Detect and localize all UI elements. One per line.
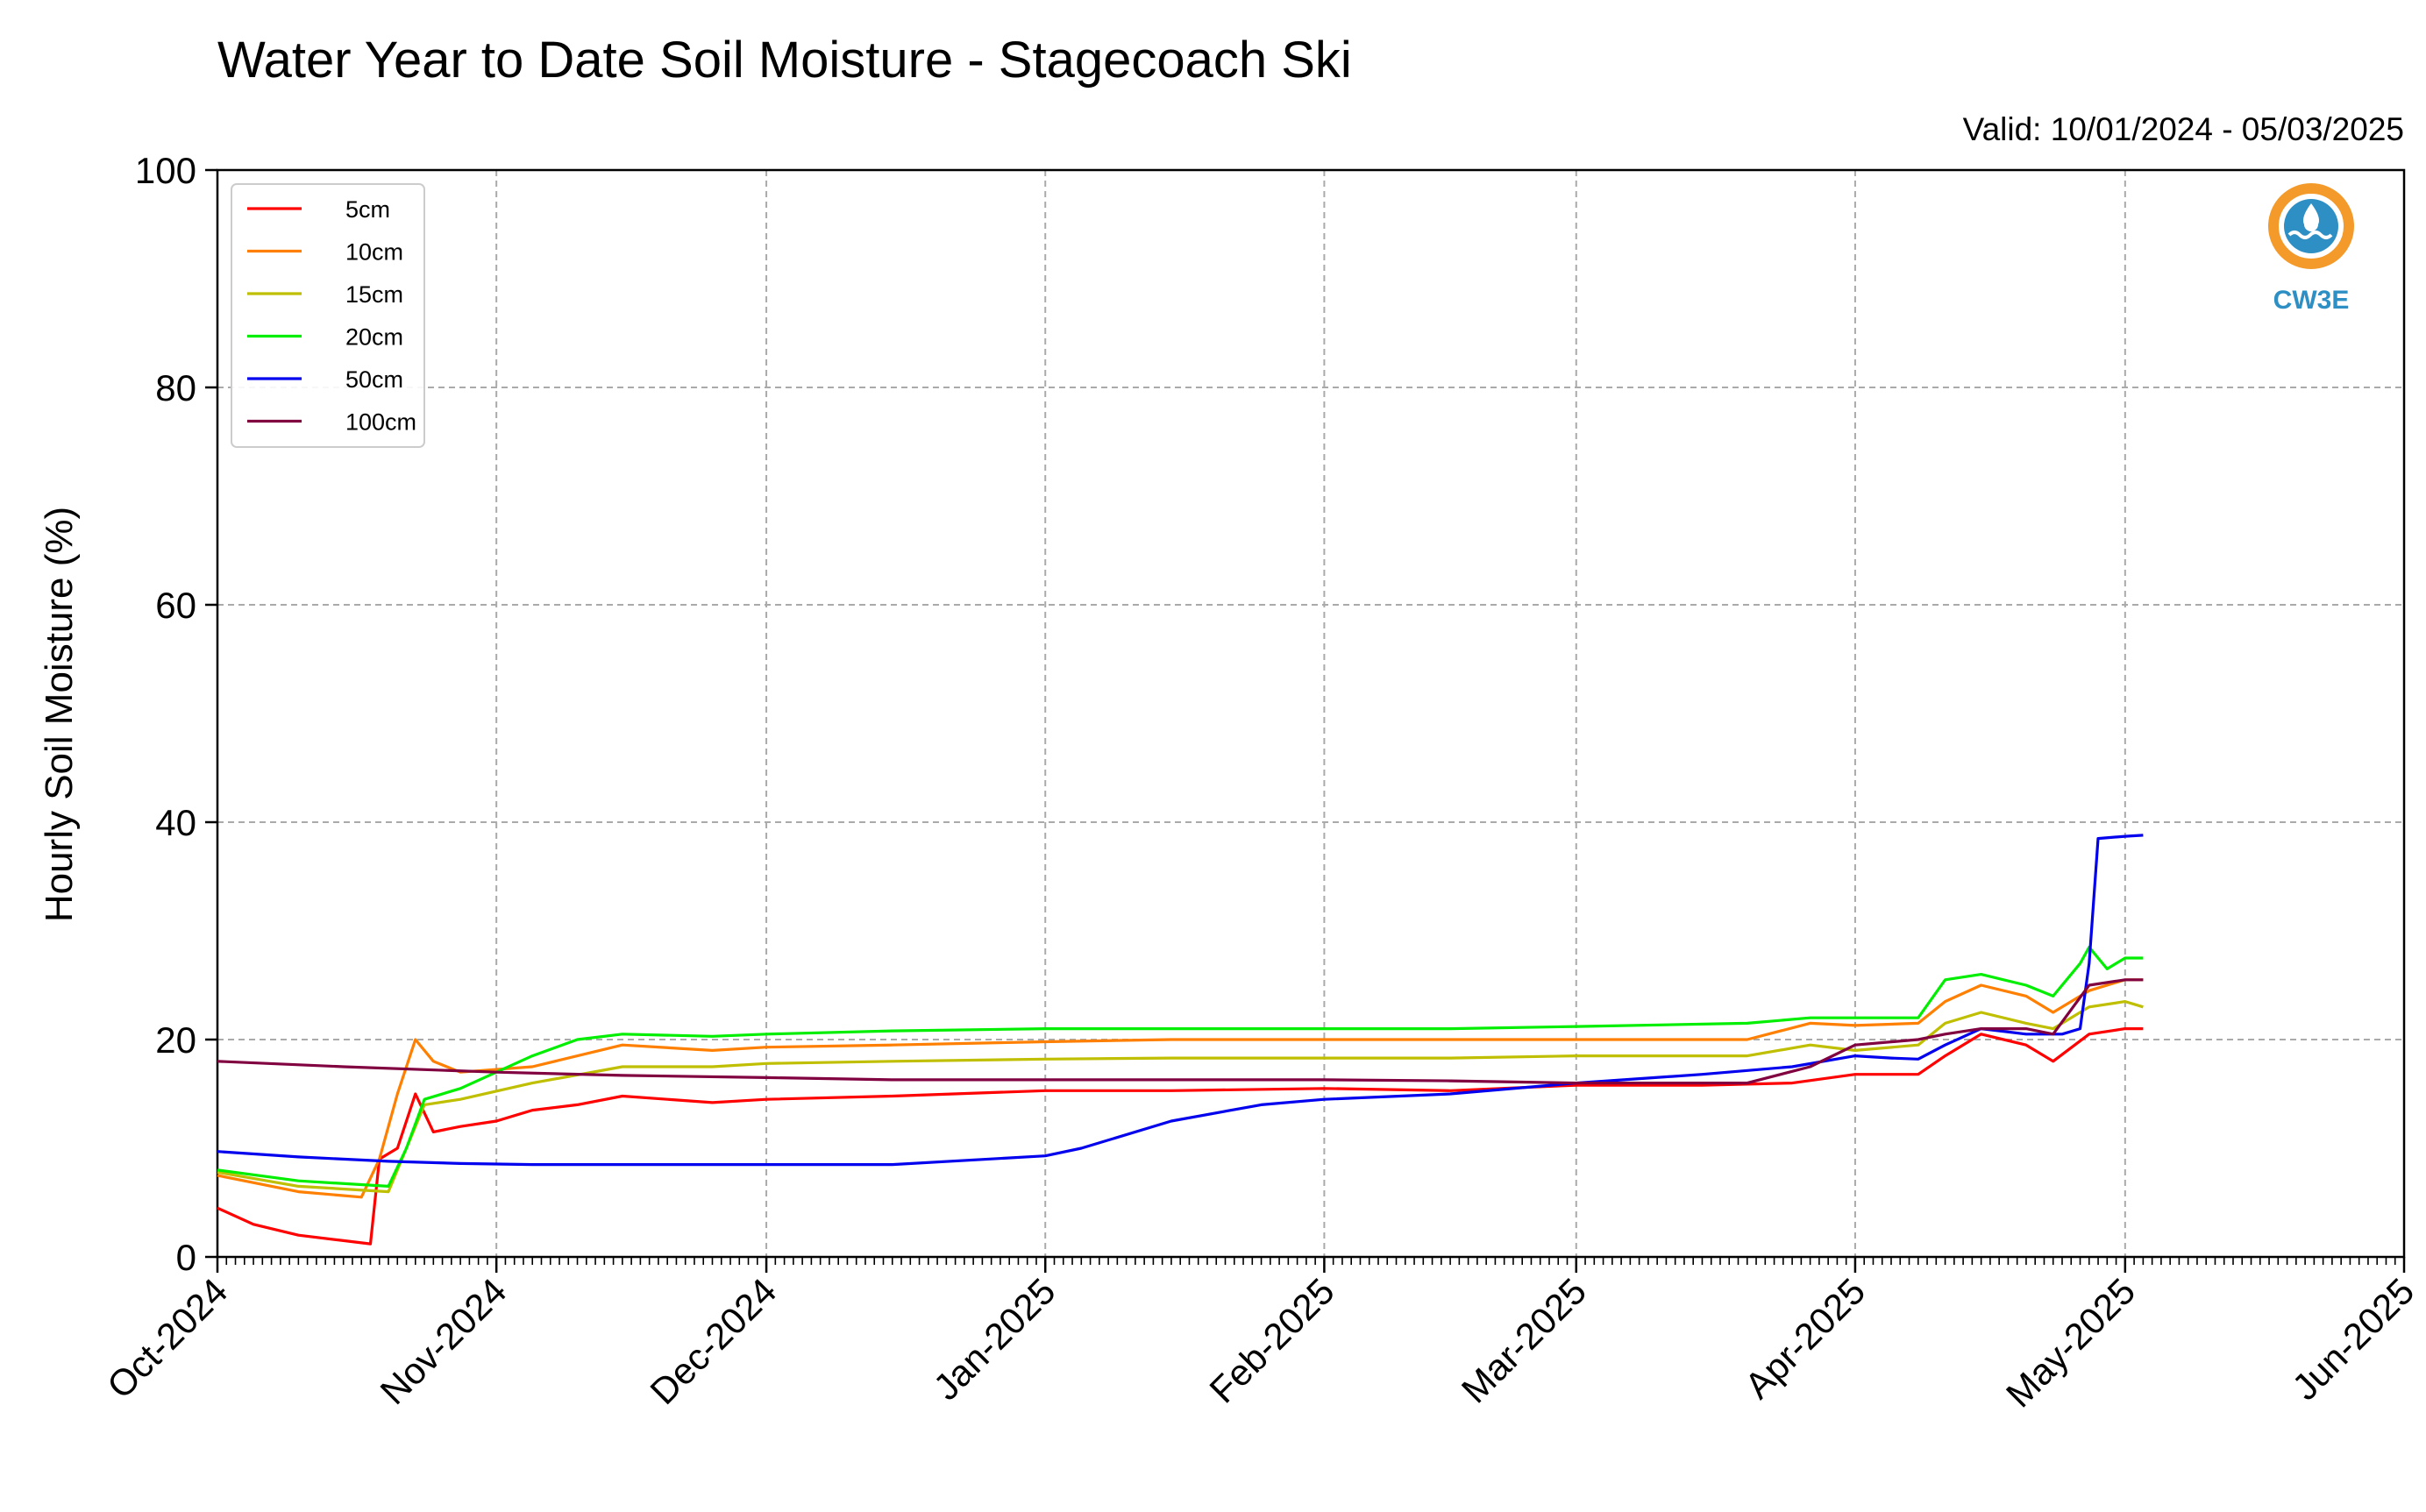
series-line-10cm [217, 978, 2144, 1199]
x-tick-label: Dec-2024 [642, 1270, 784, 1412]
legend-label: 50cm [345, 366, 403, 393]
x-tick-label: Apr-2025 [1737, 1270, 1873, 1406]
legend-box [231, 183, 425, 448]
y-tick-label: 100 [135, 150, 196, 191]
x-tick-label: Jun-2025 [2284, 1270, 2422, 1408]
y-tick-label: 20 [155, 1019, 196, 1061]
y-tick-label: 60 [155, 585, 196, 626]
x-tick-label: May-2025 [1998, 1270, 2143, 1415]
axes [216, 168, 2406, 1259]
legend-label: 15cm [345, 281, 403, 308]
x-tick-label: Mar-2025 [1454, 1270, 1594, 1410]
valid-period: Valid: 10/01/2024 - 05/03/2025 [1963, 111, 2404, 147]
logo-drop-icon [2303, 203, 2319, 231]
series-line-100cm [217, 978, 2144, 1085]
ticks: 0 20 40 60 80 100 Oct-2024 Nov-2024 Dec-2024 Jan-… [99, 150, 2422, 1415]
logo-ring [2268, 183, 2354, 269]
legend-label: 10cm [345, 239, 403, 266]
legend: 5cm 10cm 15cm 20cm 50cm 100cm [231, 183, 425, 448]
y-tick-label: 0 [176, 1237, 196, 1278]
x-tick-label: Jan-2025 [926, 1270, 1064, 1408]
grid [217, 169, 2405, 1257]
series-line-50cm [217, 834, 2144, 1167]
logo-text: CW3E [2273, 286, 2350, 315]
x-tick-label: Oct-2024 [99, 1270, 235, 1406]
series-line-20cm [217, 945, 2144, 1189]
y-axis-label: Hourly Soil Moisture (%) [38, 507, 81, 922]
cw3e-logo: CW3E [2268, 183, 2354, 315]
chart-title: Water Year to Date Soil Moisture - Stage… [217, 32, 1352, 89]
logo-wave-icon [2287, 231, 2333, 239]
y-tick-label: 40 [155, 802, 196, 843]
legend-label: 100cm [345, 409, 416, 436]
data-series [217, 834, 2144, 1246]
x-tick-label: Feb-2025 [1201, 1270, 1341, 1410]
legend-label: 5cm [345, 196, 390, 223]
series-line-15cm [217, 999, 2144, 1194]
x-tick-label: Nov-2024 [373, 1270, 515, 1412]
series-line-5cm [217, 1026, 2144, 1246]
plot-frame [216, 168, 2406, 1259]
legend-label: 20cm [345, 324, 403, 351]
y-tick-label: 80 [155, 367, 196, 408]
